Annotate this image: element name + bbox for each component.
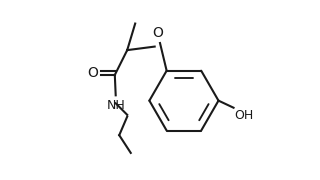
Text: OH: OH	[235, 109, 254, 123]
Text: O: O	[152, 26, 163, 40]
Text: NH: NH	[106, 99, 125, 112]
Text: O: O	[87, 66, 98, 80]
